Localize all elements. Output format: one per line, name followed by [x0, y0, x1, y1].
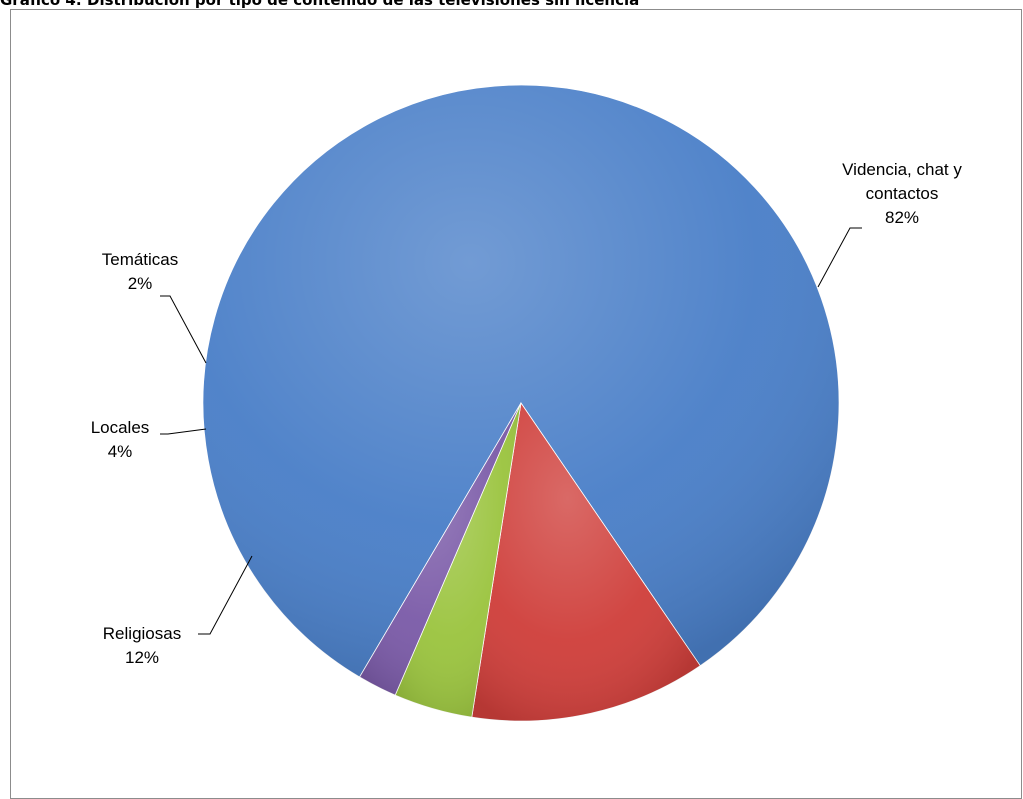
- data-label-value-tematicas: 2%: [128, 274, 153, 293]
- data-label-name-tematicas: Temáticas: [102, 250, 179, 269]
- data-label-name-videncia-chat-y-contactos: contactos: [866, 184, 939, 203]
- pie-slice-shading-religiosas: [471, 403, 701, 721]
- leader-line-videncia-chat-y-contactos: [817, 227, 862, 288]
- data-label-value-videncia-chat-y-contactos: 82%: [885, 208, 919, 227]
- pie-slice-shading-tematicas: [359, 403, 521, 696]
- leader-line-locales: [160, 428, 207, 435]
- chart-title: Gráfico 4: Distribución por tipo de cont…: [0, 0, 640, 9]
- leader-line-religiosas: [198, 555, 253, 635]
- pie-slice-shading-videncia-chat-y-contactos: [202, 85, 839, 678]
- data-label-name-locales: Locales: [91, 418, 150, 437]
- leader-line-tematicas: [160, 295, 207, 364]
- data-label-value-religiosas: 12%: [125, 648, 159, 667]
- data-label-name-religiosas: Religiosas: [103, 624, 181, 643]
- pie-slice-shading-locales: [395, 403, 521, 718]
- data-label-value-locales: 4%: [108, 442, 133, 461]
- data-label-name-videncia-chat-y-contactos: Videncia, chat y: [842, 160, 962, 179]
